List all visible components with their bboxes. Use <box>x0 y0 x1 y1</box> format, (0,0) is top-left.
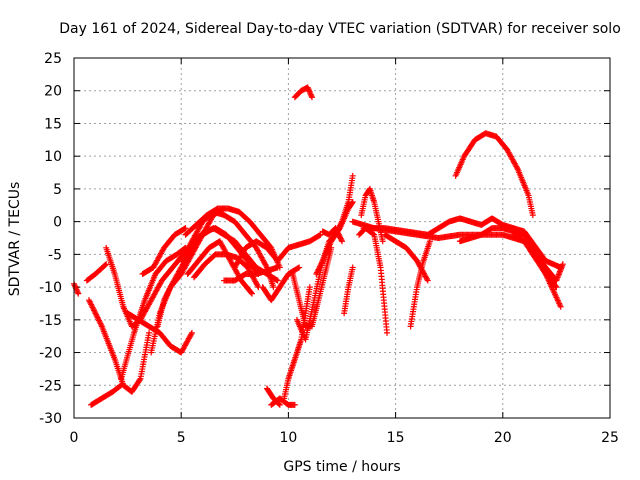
x-tick-label: 25 <box>601 430 619 446</box>
data-point-marker <box>337 235 344 242</box>
data-point-marker <box>370 231 377 237</box>
data-point-marker <box>188 329 195 336</box>
data-point-marker <box>559 261 566 268</box>
x-tick-label: 0 <box>70 430 79 446</box>
data-point-marker <box>136 376 143 383</box>
series-arc17 <box>221 264 281 284</box>
data-point-marker <box>553 284 560 291</box>
data-point-marker <box>146 329 153 336</box>
data-point-marker <box>349 172 356 179</box>
data-point-marker <box>335 230 342 237</box>
data-point-marker <box>529 212 536 219</box>
y-tick-label: -5 <box>48 247 62 263</box>
data-point-marker <box>339 238 345 245</box>
data-point-marker <box>426 238 433 245</box>
x-axis-label: GPS time / hours <box>283 459 400 475</box>
data-point-marker <box>349 264 356 271</box>
x-tick-label: 10 <box>279 430 297 446</box>
chart-title: Day 161 of 2024, Sidereal Day-to-day VTE… <box>59 21 621 37</box>
y-tick-label: 0 <box>53 215 62 231</box>
data-point-marker <box>306 284 313 291</box>
data-point-marker <box>248 289 255 296</box>
series-arc09 <box>139 225 189 277</box>
data-point-marker <box>337 221 344 228</box>
data-point-marker <box>338 219 345 226</box>
data-point-marker <box>117 383 124 389</box>
series-arc11 <box>154 284 174 330</box>
data-point-marker <box>333 226 340 233</box>
x-tick-label: 20 <box>494 430 512 446</box>
axis-ticks: 0 5 10 15 20 25 -30 -25 -20 -15 -10 -5 0 5 10 15 20 25 <box>39 51 619 446</box>
y-tick-label: -15 <box>39 313 62 329</box>
data-point-marker <box>424 277 431 284</box>
data-point-marker <box>317 231 324 238</box>
series-arc24 <box>291 84 315 101</box>
data-point-marker <box>118 382 125 389</box>
data-point-marker <box>274 264 281 271</box>
data-point-marker <box>337 222 344 229</box>
data-point-marker <box>291 401 298 408</box>
series-arc01 <box>71 280 82 297</box>
series-arc28 <box>319 225 345 245</box>
series-arc26 <box>313 172 356 277</box>
y-tick-label: 20 <box>44 84 62 100</box>
data-point-marker <box>332 225 339 232</box>
data-point-marker <box>75 290 82 297</box>
data-point-marker <box>274 277 281 284</box>
series-arc32 <box>360 215 564 271</box>
data-point-marker <box>102 262 109 268</box>
series-arc30 <box>356 225 391 336</box>
series-arc27 <box>341 264 356 317</box>
series-arc23 <box>289 244 335 330</box>
data-point-marker <box>379 238 386 245</box>
data-point-marker <box>296 264 303 271</box>
y-tick-label: 5 <box>53 182 62 198</box>
data-point-marker <box>338 236 345 243</box>
series-arc06 <box>118 244 189 382</box>
data-point-marker <box>557 303 564 310</box>
grid-lines <box>74 58 610 418</box>
data-point-marker <box>336 223 343 230</box>
data-point-marker <box>276 401 283 408</box>
data-point-marker <box>333 227 340 234</box>
y-axis-label: SDTVAR / TECUs <box>7 182 23 297</box>
data-point-marker <box>334 229 341 236</box>
data-point-marker <box>270 284 277 291</box>
series-arc37 <box>510 231 566 284</box>
x-tick-label: 15 <box>387 430 405 446</box>
series-arc05 <box>103 244 144 330</box>
data-point-marker <box>248 290 255 297</box>
data-point-marker <box>182 225 189 232</box>
y-tick-label: 15 <box>44 116 62 132</box>
data-point-marker <box>335 231 342 238</box>
data-point-marker <box>384 329 391 336</box>
y-tick-label: -20 <box>39 346 62 362</box>
y-tick-label: -10 <box>39 280 62 296</box>
data-point-marker <box>308 94 315 101</box>
data-point-marker <box>337 234 344 241</box>
y-tick-label: -30 <box>39 411 62 427</box>
plot-frame <box>73 57 611 419</box>
data-point-marker <box>349 200 356 207</box>
data-series-group <box>71 84 566 408</box>
data-point-marker <box>336 233 343 240</box>
y-tick-label: 10 <box>44 149 62 165</box>
x-tick-label: 5 <box>177 430 186 446</box>
series-arc18 <box>231 231 324 271</box>
series-arc04 <box>88 382 125 408</box>
y-tick-label: 25 <box>44 51 62 67</box>
series-arc02 <box>83 261 110 284</box>
y-tick-label: -25 <box>39 378 62 394</box>
series-arc35 <box>452 130 536 219</box>
data-point-marker <box>103 261 110 268</box>
data-point-marker <box>552 283 559 290</box>
series-arc34 <box>407 238 433 330</box>
